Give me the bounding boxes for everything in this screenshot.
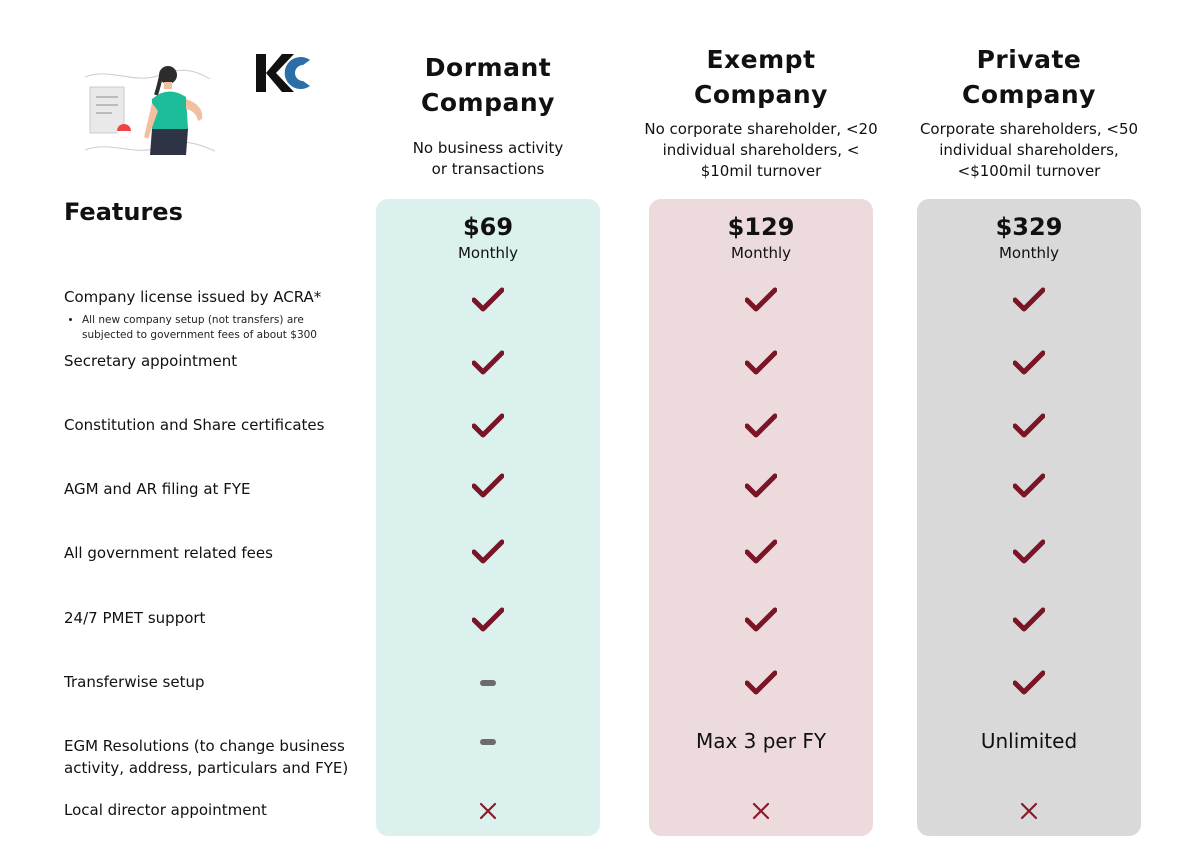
plan-description-private: Corporate shareholders, <50 individual s… [919, 120, 1139, 180]
feature-value-private: Unlimited [980, 729, 1078, 753]
checkmark-icon [376, 539, 600, 565]
feature-label-egm: EGM Resolutions (to change business acti… [64, 737, 349, 777]
price-exempt: $129 [727, 213, 795, 241]
period-dormant: Monthly [457, 244, 519, 262]
checkmark-icon [649, 287, 873, 313]
checkmark-icon [917, 413, 1141, 439]
checkmark-icon [376, 350, 600, 376]
hero-illustration [80, 55, 220, 165]
plan-description-dormant: No business activity or transactions [412, 139, 564, 178]
price-private: $329 [995, 213, 1063, 241]
period-exempt: Monthly [730, 244, 792, 262]
checkmark-icon [376, 413, 600, 439]
dash-icon [376, 679, 600, 687]
feature-cell-private: Unlimited [917, 729, 1141, 753]
feature-label-local-director: Local director appointment [64, 801, 267, 819]
checkmark-icon [649, 670, 873, 696]
brand-logo [256, 52, 314, 94]
feature-value-exempt: Max 3 per FY [695, 729, 827, 753]
dash-icon [376, 738, 600, 746]
feature-note-acra: All new company setup (not transfers) ar… [66, 313, 356, 343]
plan-title-dormant: Dormant Company [421, 53, 555, 117]
checkmark-icon [917, 473, 1141, 499]
price-dormant: $69 [462, 213, 514, 241]
cross-icon [917, 802, 1141, 820]
feature-label-transferwise: Transferwise setup [64, 673, 205, 691]
checkmark-icon [649, 539, 873, 565]
checkmark-icon [376, 607, 600, 633]
feature-label-acra: Company license issued by ACRA* [64, 288, 322, 306]
checkmark-icon [376, 473, 600, 499]
feature-label-constitution: Constitution and Share certificates [64, 416, 325, 434]
checkmark-icon [917, 350, 1141, 376]
plan-title-exempt: Exempt Company [694, 45, 828, 109]
cross-icon [376, 802, 600, 820]
checkmark-icon [649, 607, 873, 633]
checkmark-icon [649, 473, 873, 499]
checkmark-icon [376, 287, 600, 313]
checkmark-icon [917, 670, 1141, 696]
feature-cell-exempt: Max 3 per FY [649, 729, 873, 753]
checkmark-icon [917, 287, 1141, 313]
plan-title-private: Private Company [962, 45, 1096, 109]
feature-label-government-fees: All government related fees [64, 544, 273, 562]
period-private: Monthly [998, 244, 1060, 262]
cross-icon [649, 802, 873, 820]
feature-label-agm: AGM and AR filing at FYE [64, 480, 251, 498]
feature-label-secretary: Secretary appointment [64, 352, 238, 370]
feature-label-pmet-support: 24/7 PMET support [64, 609, 206, 627]
checkmark-icon [917, 539, 1141, 565]
plan-description-exempt: No corporate shareholder, <20 individual… [644, 120, 878, 180]
checkmark-icon [649, 350, 873, 376]
checkmark-icon [917, 607, 1141, 633]
checkmark-icon [649, 413, 873, 439]
features-heading: Features [64, 198, 183, 226]
